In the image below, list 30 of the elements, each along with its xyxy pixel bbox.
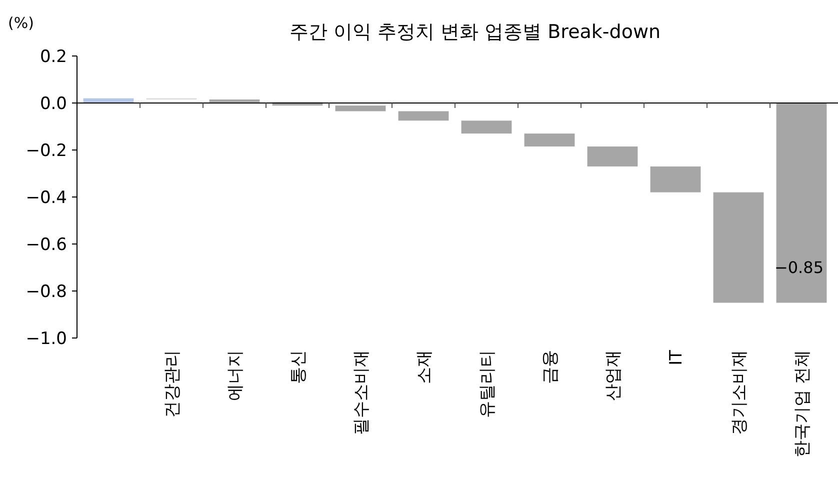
- bar: [776, 103, 827, 303]
- bar: [524, 134, 575, 146]
- x-tick-label: 경기소비재: [729, 350, 750, 435]
- bar: [335, 106, 386, 112]
- y-tick-label: −0.4: [26, 188, 67, 208]
- x-tick-label: 필수소비재: [351, 350, 372, 435]
- x-tick-label: 산업재: [603, 350, 624, 401]
- data-label: −0.85: [774, 258, 824, 277]
- x-tick-label: 에너지: [225, 350, 246, 401]
- y-tick-label: −1.0: [26, 328, 67, 349]
- y-tick-label: −0.8: [26, 282, 67, 302]
- x-tick-label: 금융: [540, 350, 560, 384]
- y-tick-label: 0.2: [40, 46, 67, 67]
- y-tick-label: 0.0: [40, 94, 67, 114]
- y-tick-label: −0.6: [26, 234, 67, 255]
- x-tick-label: 소재: [414, 350, 434, 384]
- x-tick-label: 건강관리: [162, 350, 182, 418]
- bar: [398, 111, 449, 121]
- x-tick-label: 통신: [288, 350, 308, 384]
- bar: [209, 99, 260, 102]
- bar: [650, 166, 701, 192]
- bar: [461, 120, 512, 134]
- bar: [587, 146, 638, 166]
- bar: [713, 192, 764, 303]
- y-tick-label: −0.2: [26, 140, 67, 161]
- y-axis-title: (%): [8, 14, 34, 32]
- x-tick-label: 유틸리티: [477, 350, 498, 418]
- x-tick-label: 한국기업 전체: [792, 350, 812, 458]
- x-tick-label: IT: [666, 349, 686, 366]
- chart-title: 주간 이익 추정치 변화 업종별 Break-down: [289, 21, 661, 43]
